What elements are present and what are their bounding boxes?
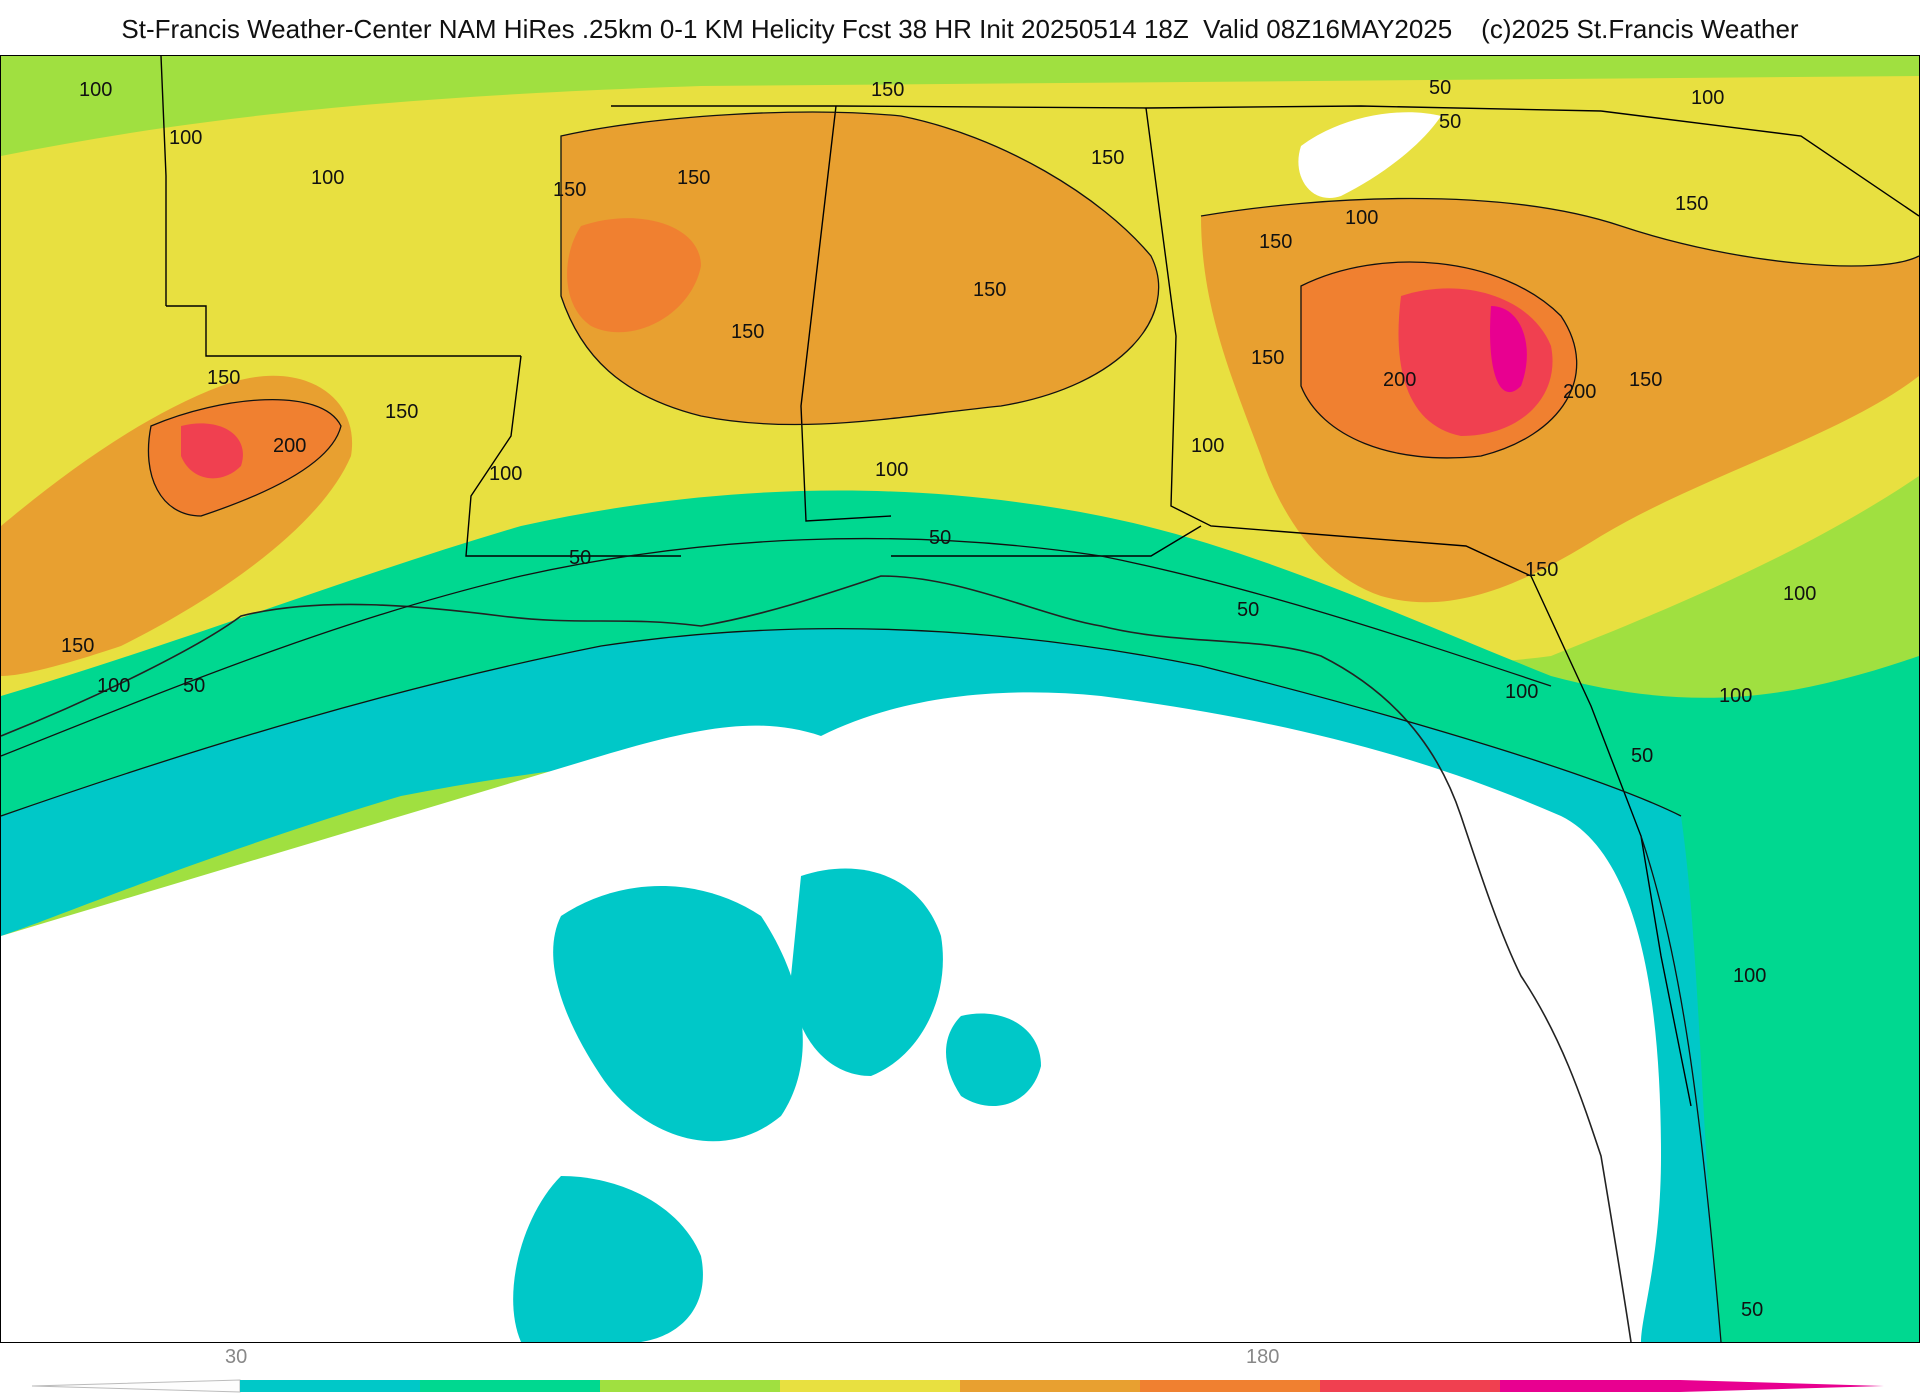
contour-label: 150 bbox=[1091, 147, 1124, 169]
magenta-core bbox=[1490, 306, 1527, 393]
contour-label: 100 bbox=[1345, 207, 1378, 229]
contour-label: 100 bbox=[1733, 965, 1766, 987]
contour-label: 200 bbox=[273, 435, 306, 457]
contour-label: 150 bbox=[553, 179, 586, 201]
contour-label: 50 bbox=[183, 675, 205, 697]
darkorange-patch-1 bbox=[567, 218, 701, 333]
white-patch-northeast bbox=[1298, 112, 1441, 198]
cyan-blob-1 bbox=[553, 886, 803, 1142]
colorbar-tick-label: 30 bbox=[225, 1346, 248, 1368]
contour-label: 150 bbox=[1629, 369, 1662, 391]
contour-label: 100 bbox=[1505, 681, 1538, 703]
colorbar-right-arrow bbox=[1680, 1380, 1884, 1392]
colorbar-segment bbox=[1140, 1380, 1321, 1392]
contour-label: 150 bbox=[1675, 193, 1708, 215]
contour-label: 100 bbox=[97, 675, 130, 697]
cyan-blob-2 bbox=[791, 868, 943, 1076]
contour-label: 50 bbox=[1631, 745, 1653, 767]
contour-label: 50 bbox=[1741, 1299, 1763, 1321]
contour-label: 200 bbox=[1383, 369, 1416, 391]
contour-label: 100 bbox=[1783, 583, 1816, 605]
contour-label: 100 bbox=[1719, 685, 1752, 707]
contour-label: 50 bbox=[1429, 77, 1451, 99]
contour-label: 150 bbox=[1251, 347, 1284, 369]
contour-label: 100 bbox=[875, 459, 908, 481]
contour-label: 100 bbox=[1191, 435, 1224, 457]
orange-region-central bbox=[561, 112, 1159, 425]
contour-label: 50 bbox=[569, 547, 591, 569]
contour-label: 150 bbox=[207, 367, 240, 389]
colorbar-segment bbox=[1500, 1380, 1681, 1392]
contour-label: 100 bbox=[311, 167, 344, 189]
contour-label: 50 bbox=[929, 527, 951, 549]
contour-label: 100 bbox=[79, 79, 112, 101]
contour-label: 200 bbox=[1563, 381, 1596, 403]
colorbar-segment bbox=[420, 1380, 601, 1392]
cyan-blob-3 bbox=[513, 1176, 703, 1342]
contour-label: 50 bbox=[1439, 111, 1461, 133]
colorbar-tick-label: 180 bbox=[1246, 1346, 1280, 1368]
contour-label: 150 bbox=[61, 635, 94, 657]
map-title: St-Francis Weather-Center NAM HiRes .25k… bbox=[121, 14, 1799, 44]
colorbar-segment bbox=[600, 1380, 781, 1392]
contour-label: 150 bbox=[1259, 231, 1292, 253]
contour-label: 150 bbox=[871, 79, 904, 101]
contour-lines bbox=[0, 111, 1920, 1343]
colorbar-left-arrow bbox=[31, 1379, 241, 1393]
contour-label: 50 bbox=[1237, 599, 1259, 621]
contour-label: 150 bbox=[385, 401, 418, 423]
contour-label: 100 bbox=[169, 127, 202, 149]
colorbar-segment bbox=[780, 1380, 961, 1392]
contour-label: 150 bbox=[677, 167, 710, 189]
colorbar-bar bbox=[31, 1379, 1884, 1393]
contour-label: 100 bbox=[1691, 87, 1724, 109]
cyan-blob-4 bbox=[946, 1013, 1041, 1106]
contour-label: 150 bbox=[1525, 559, 1558, 581]
colorbar-segment bbox=[1320, 1380, 1501, 1392]
coastline bbox=[0, 575, 1632, 1343]
red-patch-west bbox=[181, 423, 243, 479]
contour-label: 150 bbox=[973, 279, 1006, 301]
helicity-map: 100 100 100 150 150 150 150 150 150 150 … bbox=[0, 55, 1920, 1343]
contour-label: 100 bbox=[489, 463, 522, 485]
colorbar: 30 180 bbox=[0, 1342, 1920, 1400]
colorbar-segment bbox=[960, 1380, 1141, 1392]
colorbar-segments bbox=[240, 1380, 1681, 1392]
colorbar-segment bbox=[240, 1380, 421, 1392]
contour-label: 150 bbox=[731, 321, 764, 343]
map-canvas: 100 100 100 150 150 150 150 150 150 150 … bbox=[0, 55, 1920, 1343]
contour-labels: 100 100 100 150 150 150 150 150 150 150 … bbox=[61, 77, 1816, 1321]
